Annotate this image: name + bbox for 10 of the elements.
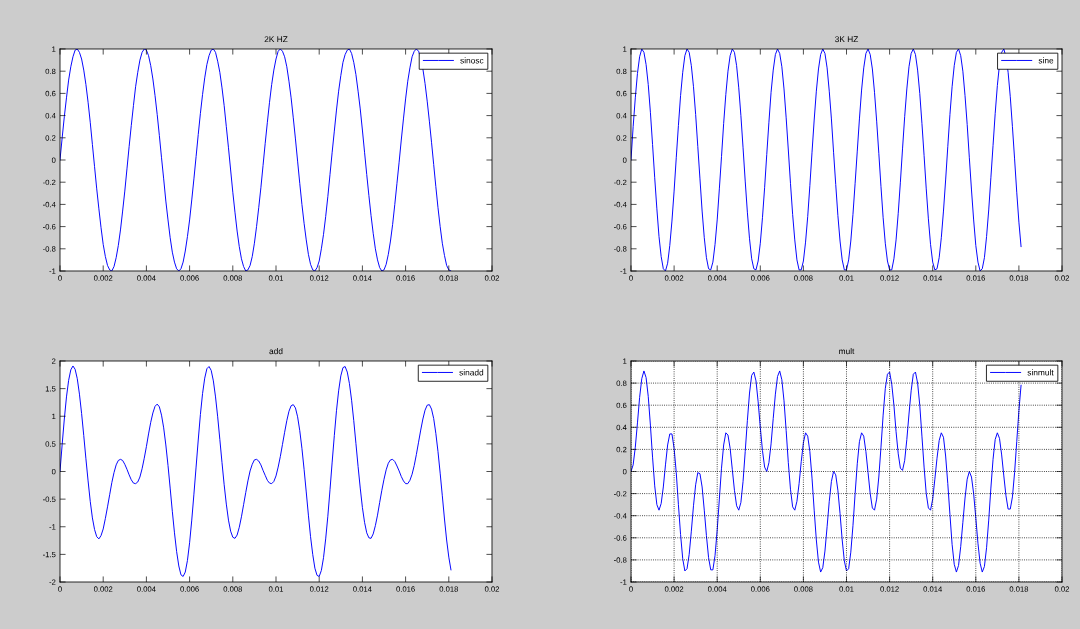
chart-title: 2K HZ bbox=[264, 36, 288, 43]
legend-label: sinadd bbox=[459, 369, 484, 376]
line-series bbox=[60, 365, 452, 577]
legend-label: sinmult bbox=[1027, 369, 1054, 376]
chart-title: add bbox=[269, 348, 283, 355]
line-series bbox=[631, 370, 1022, 573]
chart-title: 3K HZ bbox=[835, 36, 859, 43]
legend-label: sinosc bbox=[460, 57, 484, 64]
chart-title: mult bbox=[839, 348, 855, 355]
legend-label: sine bbox=[1038, 57, 1054, 64]
